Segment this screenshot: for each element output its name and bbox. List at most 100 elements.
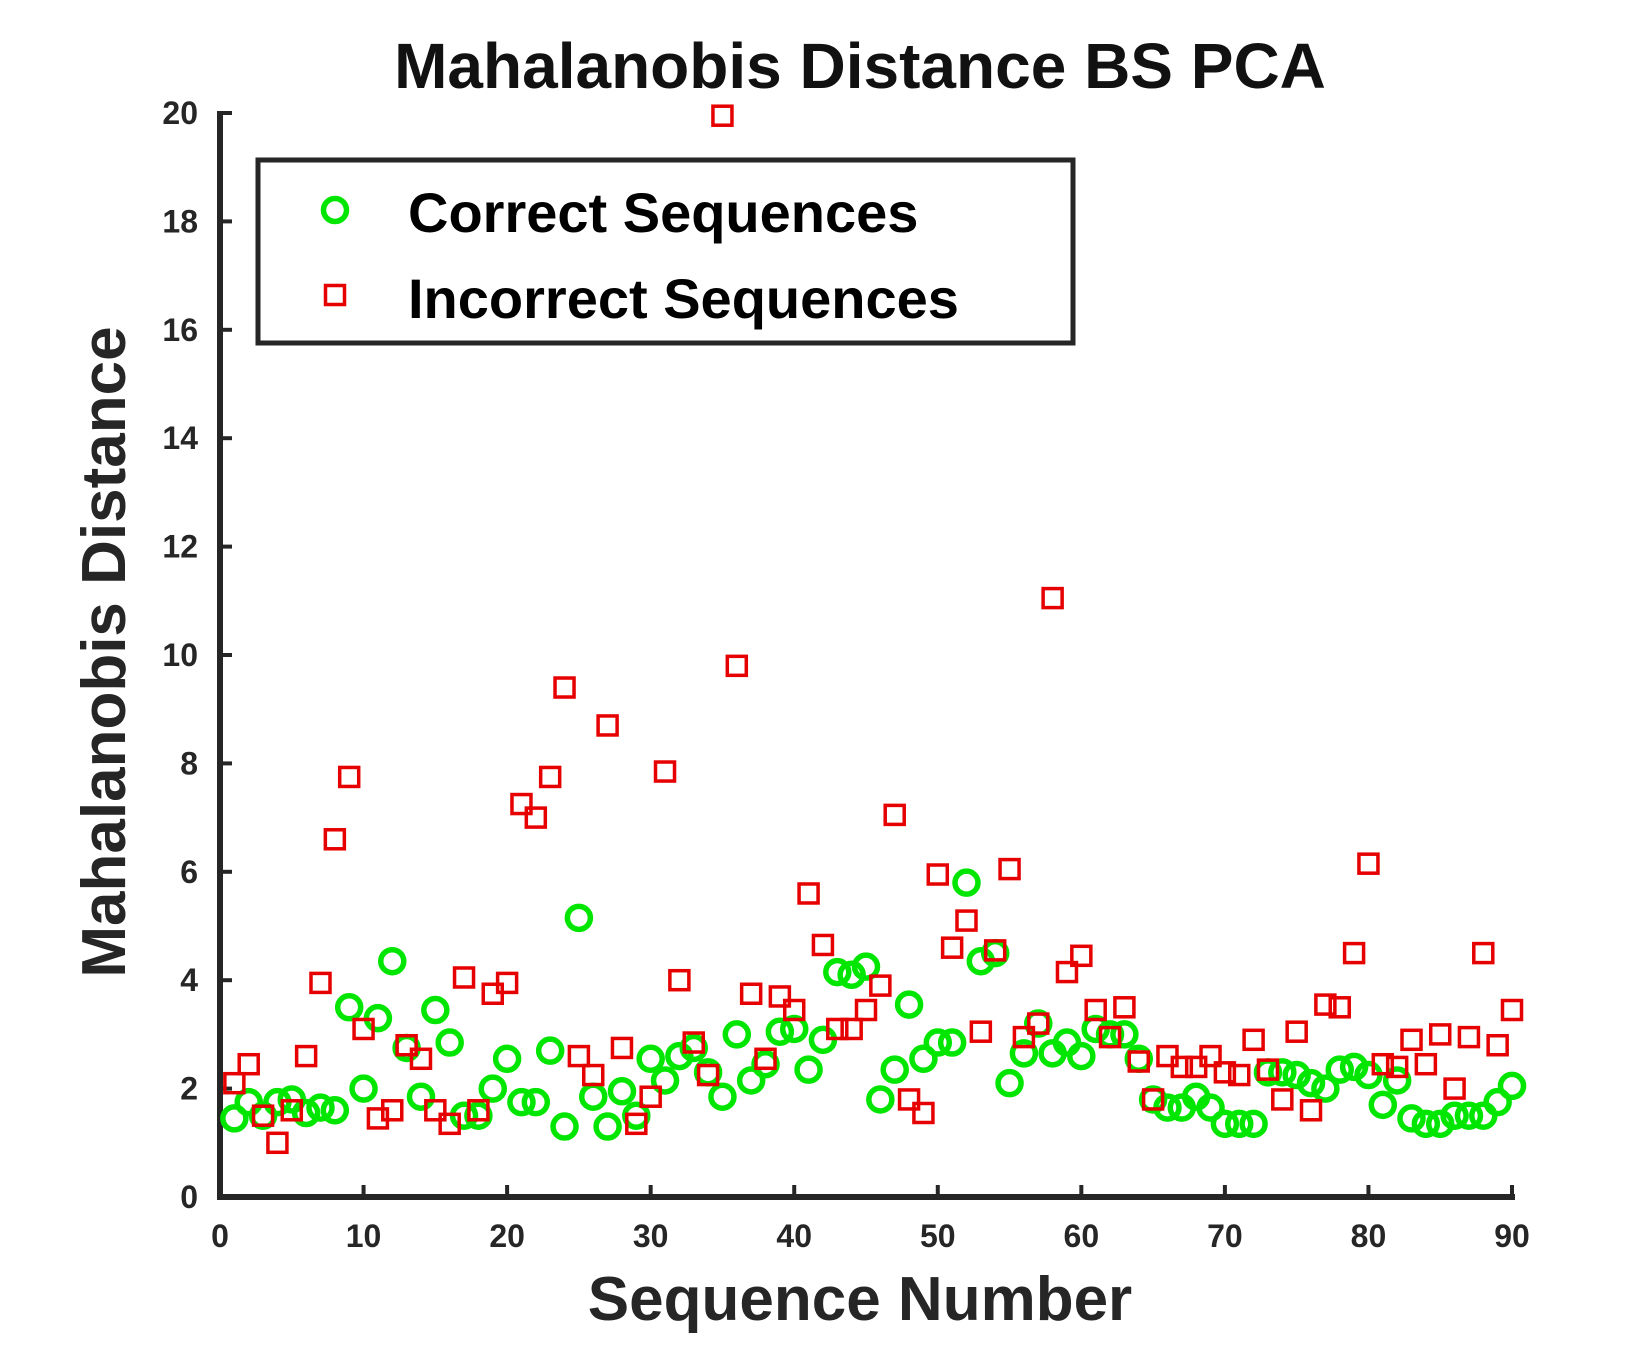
correct-sequence-point <box>349 1074 378 1103</box>
incorrect-sequence-point <box>1486 1033 1509 1057</box>
x-tick-label: 40 <box>776 1218 812 1254</box>
correct-sequence-point <box>1268 1058 1297 1087</box>
correct-sequence-point <box>665 1041 694 1071</box>
correct-sequence-point <box>1239 1109 1268 1139</box>
incorrect-sequence-point <box>725 654 749 678</box>
y-tick-label: 18 <box>162 203 198 239</box>
incorrect-sequence-point <box>266 1131 289 1155</box>
incorrect-sequence-point <box>1371 1052 1395 1076</box>
correct-sequence-point <box>550 1112 579 1141</box>
incorrect-sequence-point <box>653 760 677 783</box>
incorrect-sequence-point <box>1098 1025 1122 1049</box>
incorrect-sequence-point <box>237 1052 260 1076</box>
correct-sequence-point <box>291 1098 321 1128</box>
correct-sequence-point <box>1397 1104 1426 1133</box>
correct-sequence-point <box>1224 1109 1254 1139</box>
correct-sequence-point <box>909 1044 938 1074</box>
correct-sequence-point <box>1483 1087 1512 1117</box>
incorrect-sequence-point <box>711 104 734 127</box>
correct-sequence-point <box>923 1028 953 1057</box>
correct-sequence-point <box>320 1096 350 1125</box>
incorrect-sequence-point <box>883 803 906 827</box>
incorrect-sequence-point <box>409 1047 433 1071</box>
incorrect-sequence-point <box>294 1044 318 1068</box>
incorrect-sequence-point <box>1256 1058 1280 1081</box>
correct-sequence-point <box>306 1093 335 1122</box>
x-tick-label: 10 <box>346 1218 382 1254</box>
correct-sequences-series <box>220 868 1527 1141</box>
correct-sequence-point <box>1411 1109 1441 1139</box>
legend-label-incorrect: Incorrect Sequences <box>408 267 959 330</box>
incorrect-sequence-point <box>438 1112 461 1136</box>
incorrect-sequence-point <box>510 792 533 816</box>
incorrect-sequence-point <box>940 936 964 959</box>
incorrect-sequence-point <box>912 1101 935 1125</box>
correct-sequence-point <box>1382 1066 1412 1095</box>
y-tick-label: 4 <box>180 962 198 998</box>
incorrect-sequence-point <box>567 1044 591 1068</box>
y-tick-label: 2 <box>180 1071 198 1107</box>
incorrect-sequence-point <box>782 998 806 1022</box>
incorrect-sequence-point <box>452 966 476 989</box>
x-tick-label: 90 <box>1494 1218 1530 1254</box>
incorrect-sequence-point <box>1242 1028 1265 1052</box>
incorrect-sequence-point <box>1385 1055 1409 1079</box>
correct-sequence-point <box>736 1066 766 1095</box>
correct-sequence-point <box>751 1049 780 1079</box>
correct-sequence-point <box>593 1112 622 1141</box>
correct-sequence-point <box>435 1028 464 1057</box>
correct-sequence-point <box>1296 1068 1326 1098</box>
incorrect-sequence-point <box>1199 1044 1222 1068</box>
correct-sequence-point <box>1497 1071 1527 1101</box>
incorrect-sequence-point <box>955 909 978 932</box>
correct-sequence-point <box>378 946 407 976</box>
y-tick-label: 6 <box>180 854 198 890</box>
incorrect-sequence-point <box>381 1099 404 1122</box>
incorrect-sequence-point <box>969 1020 993 1043</box>
correct-sequence-point <box>866 1085 895 1114</box>
incorrect-sequence-point <box>251 1104 275 1127</box>
correct-sequence-point <box>564 903 594 933</box>
incorrect-sequence-point <box>424 1099 447 1122</box>
legend-symbol-incorrect <box>323 283 347 307</box>
correct-sequence-point <box>995 1068 1024 1098</box>
incorrect-sequence-point <box>553 676 576 699</box>
incorrect-sequence-point <box>1428 1023 1452 1046</box>
legend-symbol-correct <box>320 195 350 225</box>
incorrect-sequence-point <box>897 1088 921 1111</box>
incorrect-sequence-point <box>1141 1088 1165 1111</box>
incorrect-sequence-point <box>352 1017 375 1041</box>
incorrect-sequence-point <box>696 1063 720 1087</box>
incorrect-sequence-point <box>983 939 1007 962</box>
correct-sequence-point <box>650 1066 680 1095</box>
correct-sequence-point <box>765 1017 795 1046</box>
incorrect-sequence-point <box>1314 993 1337 1016</box>
incorrect-sequence-point <box>854 998 878 1022</box>
x-tick-label: 0 <box>211 1218 229 1254</box>
incorrect-sequence-point <box>495 971 519 995</box>
x-tick-label: 20 <box>489 1218 525 1254</box>
incorrect-sequence-point <box>625 1112 648 1136</box>
incorrect-sequence-point <box>309 971 332 995</box>
x-tick-label: 80 <box>1351 1218 1387 1254</box>
correct-sequence-point <box>421 995 450 1025</box>
x-tick-label: 70 <box>1207 1218 1243 1254</box>
correct-sequence-point <box>1325 1055 1354 1084</box>
incorrect-sequence-point <box>467 1099 490 1122</box>
x-tick-label: 60 <box>1064 1218 1100 1254</box>
incorrect-sequence-point <box>1027 1012 1050 1035</box>
correct-sequence-point <box>880 1055 909 1084</box>
incorrect-sequence-point <box>1055 960 1079 984</box>
legend-circle-marker <box>320 195 350 225</box>
legend-square-marker <box>323 283 347 307</box>
correct-sequence-point <box>1440 1101 1469 1130</box>
y-tick-label: 8 <box>180 745 198 781</box>
y-tick-label: 12 <box>162 529 198 565</box>
correct-sequence-point <box>1454 1101 1484 1130</box>
incorrect-sequences-series <box>223 104 1524 1155</box>
incorrect-sequence-point <box>1084 998 1107 1022</box>
x-tick-label: 50 <box>920 1218 956 1254</box>
correct-sequence-point <box>823 957 852 987</box>
correct-sequence-point <box>1196 1093 1225 1122</box>
